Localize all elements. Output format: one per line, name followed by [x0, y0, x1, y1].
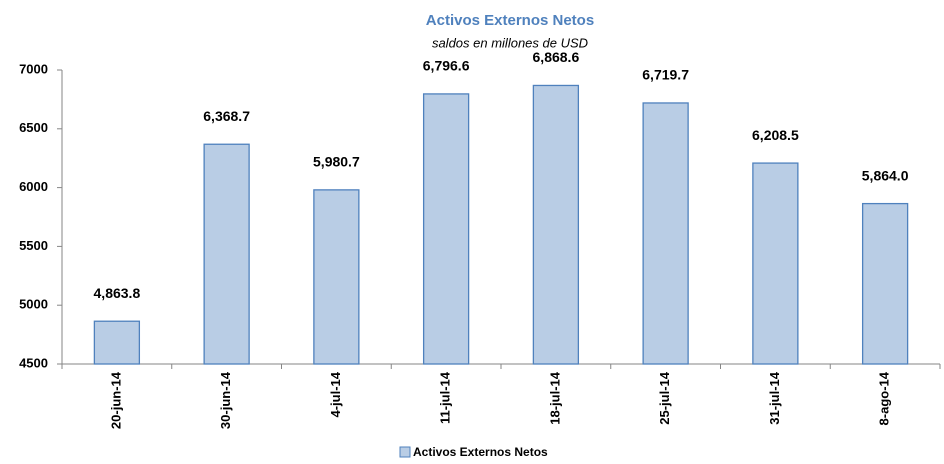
y-tick-label: 7000: [19, 61, 48, 76]
x-tick-label: 31-jul-14: [767, 371, 782, 425]
bar: [861, 202, 909, 365]
value-label: 6,208.5: [752, 127, 799, 143]
legend-swatch: [399, 446, 411, 458]
x-tick-label: 4-jul-14: [328, 371, 343, 417]
x-tick-label: 25-jul-14: [657, 371, 672, 425]
value-label: 5,864.0: [862, 167, 909, 183]
value-label: 5,980.7: [313, 154, 360, 170]
value-label: 6,868.6: [533, 49, 580, 65]
x-tick-label: 8-ago-14: [877, 371, 892, 425]
value-label: 6,719.7: [642, 67, 689, 83]
chart-subtitle: saldos en millones de USD: [432, 35, 588, 50]
value-label: 4,863.8: [94, 285, 141, 301]
x-tick-label: 11-jul-14: [438, 371, 453, 424]
y-tick-label: 5500: [19, 238, 48, 253]
value-label: 6,796.6: [423, 58, 470, 74]
legend-label: Activos Externos Netos: [413, 445, 548, 459]
x-tick-label: 18-jul-14: [547, 371, 562, 425]
bar: [532, 84, 580, 365]
y-tick-label: 6000: [19, 179, 48, 194]
bar: [752, 162, 799, 365]
bar: [642, 102, 689, 365]
x-tick-label: 20-jun-14: [108, 371, 123, 429]
y-tick-label: 6500: [19, 120, 48, 135]
bar: [422, 93, 470, 365]
bar: [313, 189, 360, 365]
bar: [203, 143, 250, 365]
value-label: 6,368.7: [203, 108, 250, 124]
bar: [93, 320, 141, 365]
y-tick-label: 5000: [19, 297, 48, 312]
x-tick-label: 30-jun-14: [218, 371, 233, 429]
chart-title: Activos Externos Netos: [426, 12, 594, 29]
y-tick-label: 4500: [19, 355, 48, 370]
